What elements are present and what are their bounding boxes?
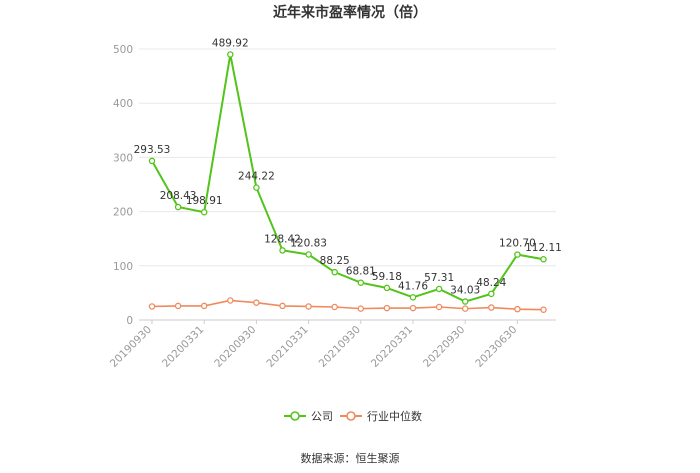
- legend[interactable]: 公司 行业中位数: [284, 409, 422, 423]
- industry-median-point: [227, 297, 234, 304]
- industry-median-point: [279, 302, 286, 310]
- industry-median-point: [200, 302, 208, 310]
- legend-item-industry-median[interactable]: 行业中位数: [340, 409, 422, 423]
- company-point: [331, 268, 338, 276]
- company-point: [357, 279, 365, 286]
- x-tick-label: 20190930: [108, 324, 154, 370]
- y-tick-label: 500: [113, 44, 133, 56]
- industry-median-point: [488, 304, 495, 311]
- x-tick-label: 20200331: [160, 324, 206, 370]
- company-point: [435, 285, 443, 293]
- industry-median-point: [383, 304, 391, 312]
- data-label: 489.92: [212, 37, 249, 49]
- data-label: 48.24: [476, 277, 506, 289]
- data-label: 208.43: [160, 190, 197, 202]
- company-point: [383, 284, 391, 292]
- data-label: 112.11: [525, 242, 562, 254]
- y-axis: 0 100 200 300 400 500: [113, 44, 133, 327]
- company-point: [279, 247, 286, 254]
- y-tick-label: 300: [113, 152, 133, 164]
- chart-title: 近年来市盈率情况（倍）: [273, 4, 427, 21]
- legend-label: 行业中位数: [367, 409, 422, 423]
- data-label: 198.91: [186, 195, 223, 207]
- industry-median-point: [253, 299, 260, 306]
- data-label: 120.83: [290, 238, 327, 250]
- legend-marker-icon: [346, 411, 356, 421]
- company-point: [174, 203, 182, 211]
- legend-label: 公司: [311, 410, 333, 423]
- data-label: 41.76: [398, 280, 428, 292]
- source-note: 数据来源：恒生聚源: [301, 451, 400, 465]
- industry-median-point: [357, 305, 365, 312]
- company-point: [488, 290, 495, 298]
- industry-median-point: [435, 303, 443, 311]
- y-tick-label: 200: [113, 207, 133, 219]
- y-tick-label: 100: [113, 261, 133, 273]
- data-label: 88.25: [320, 255, 350, 267]
- company-point: [461, 298, 469, 305]
- industry-median-point: [305, 303, 312, 310]
- data-label: 244.22: [238, 171, 275, 183]
- company-point: [409, 294, 417, 301]
- industry-median-point: [409, 304, 417, 312]
- industry-median-series-line: [151, 299, 544, 311]
- company-point: [305, 251, 312, 258]
- data-label: 59.18: [372, 271, 402, 283]
- y-tick-label: 0: [126, 315, 133, 327]
- company-point: [514, 251, 521, 258]
- industry-median-point: [461, 305, 469, 312]
- x-tick-label: 20220930: [421, 324, 467, 370]
- x-tick-label: 20210930: [317, 324, 363, 370]
- company-point: [253, 184, 260, 191]
- industry-median-point: [174, 302, 182, 310]
- industry-median-point: [540, 306, 547, 313]
- x-tick-label: 20200930: [212, 324, 258, 370]
- x-tick-label: 20230630: [473, 324, 519, 370]
- x-tick-label: 20210331: [264, 324, 310, 370]
- data-label: 128.42: [264, 233, 301, 245]
- company-series-line: [151, 54, 544, 303]
- company-point: [200, 208, 208, 216]
- industry-median-point: [514, 305, 521, 313]
- legend-item-company[interactable]: 公司: [284, 410, 333, 423]
- y-tick-label: 400: [113, 98, 133, 110]
- data-label: 34.03: [450, 285, 480, 297]
- data-labels: 293.53208.43198.91489.92244.22128.42120.…: [134, 37, 562, 296]
- company-point: [227, 51, 234, 58]
- company-point: [148, 157, 156, 165]
- series-lines: [148, 51, 547, 313]
- x-tick-label: 20220331: [369, 324, 415, 370]
- industry-median-point: [148, 303, 156, 310]
- legend-marker-icon: [290, 411, 300, 421]
- industry-median-point: [331, 303, 338, 311]
- x-axis: 20190930 20200331 20200930 20210331 20210930…: [108, 319, 556, 370]
- company-point: [540, 255, 547, 263]
- data-label: 293.53: [134, 144, 171, 156]
- data-label: 57.31: [424, 272, 454, 284]
- data-label: 68.81: [346, 266, 376, 278]
- data-label: 120.70: [499, 238, 536, 250]
